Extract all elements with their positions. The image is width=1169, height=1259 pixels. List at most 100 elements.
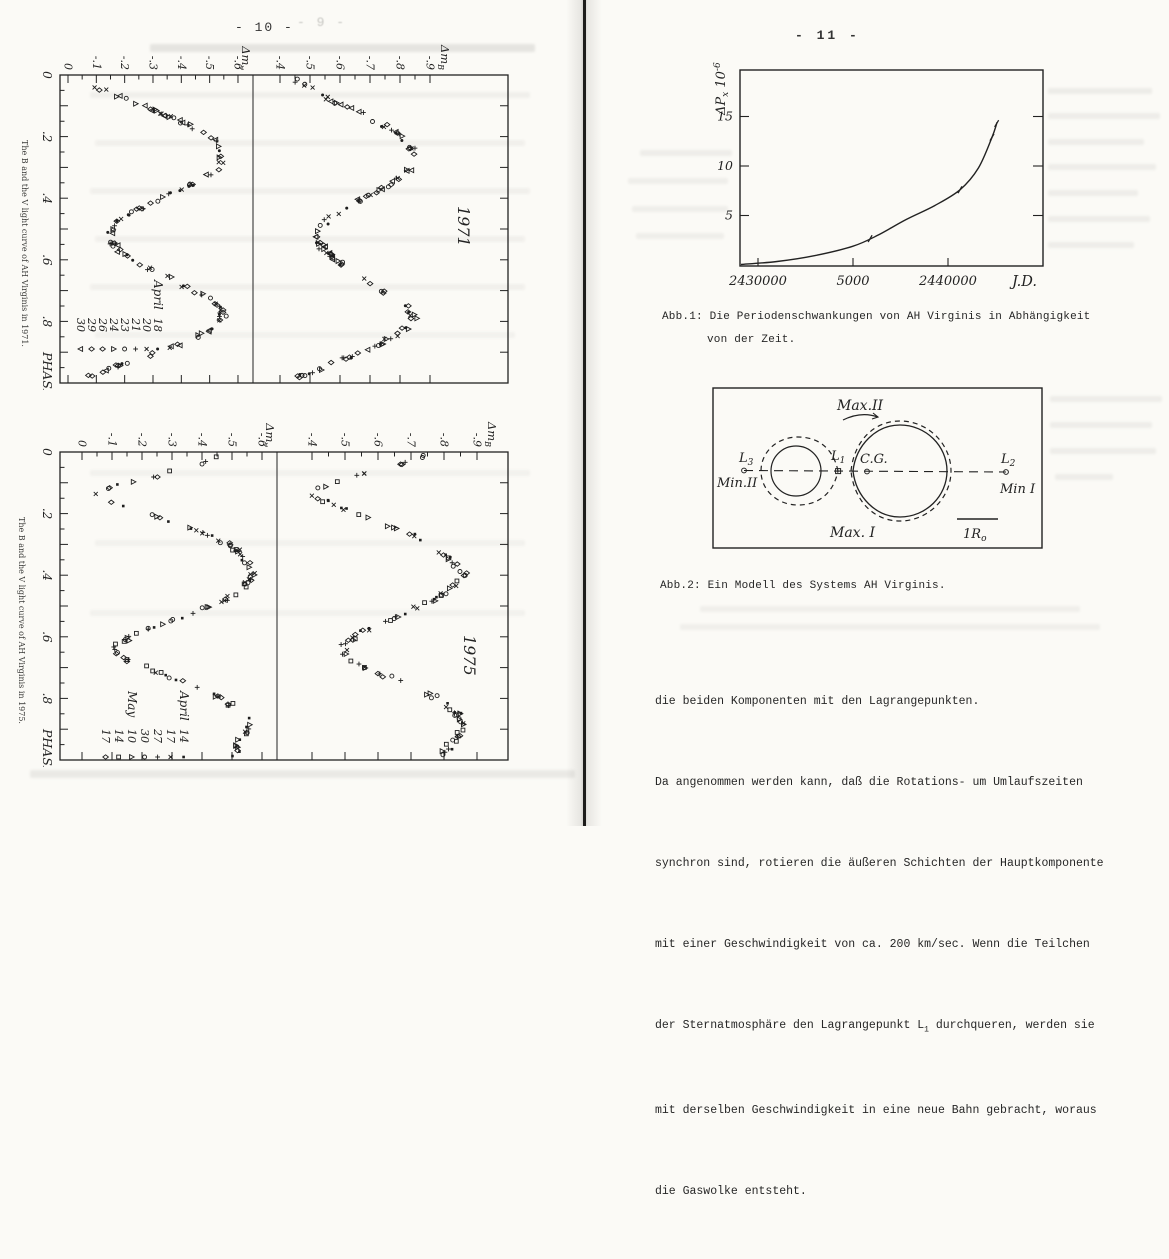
plot-frame bbox=[59, 74, 509, 384]
page-number-bleed: - 9 - bbox=[297, 15, 347, 30]
bleed-through-line bbox=[1055, 474, 1113, 480]
svg-text:20: 20 bbox=[140, 317, 153, 332]
bleed-through-line bbox=[700, 606, 1080, 612]
center-axis-dashed-line bbox=[743, 469, 1007, 473]
rotation-arrowhead bbox=[871, 412, 880, 420]
paragraph-line: die Gaswolke entsteht. bbox=[655, 1185, 807, 1199]
svg-text:J.D.: J.D. bbox=[1009, 274, 1037, 290]
abb2-caption: Abb.2: Ein Modell des Systems AH Virgini… bbox=[660, 580, 946, 592]
svg-text:10: 10 bbox=[125, 729, 138, 743]
scatter-points bbox=[84, 76, 421, 381]
svg-text:29: 29 bbox=[85, 317, 98, 332]
paragraph-line: die beiden Komponenten mit den Lagrangep… bbox=[655, 695, 980, 708]
svg-text:-.5: -.5 bbox=[339, 433, 352, 447]
svg-text:.4: .4 bbox=[40, 192, 54, 203]
diagram-frame bbox=[712, 387, 1043, 549]
l1-label: L1 bbox=[830, 449, 845, 466]
svg-text:15: 15 bbox=[717, 109, 733, 124]
svg-text:0: 0 bbox=[40, 71, 54, 79]
svg-text:-.4: -.4 bbox=[274, 56, 287, 70]
svg-text:27: 27 bbox=[151, 728, 164, 743]
y-axis-label: ΔPx 10-6 bbox=[713, 62, 731, 116]
bleed-through-line bbox=[1050, 448, 1156, 454]
svg-text:-.5: -.5 bbox=[203, 56, 216, 70]
svg-text:17: 17 bbox=[99, 729, 112, 743]
paragraph-line: mit derselben Geschwindigkeit in eine ne… bbox=[655, 1104, 1097, 1118]
bleed-through-line bbox=[1050, 422, 1152, 428]
paragraph-line: mit einer Geschwindigkeit von ca. 200 km… bbox=[655, 938, 1090, 951]
axis-ticks bbox=[740, 115, 1043, 266]
svg-text:Δmv: Δmv bbox=[261, 422, 277, 447]
abb1-caption-line2: von der Zeit. bbox=[707, 334, 796, 346]
svg-text:-.2: -.2 bbox=[118, 56, 131, 70]
l1-point-marker bbox=[835, 468, 842, 475]
svg-text:-.5: -.5 bbox=[304, 56, 317, 70]
svg-text:The B and the V light curve of: The B and the V light curve of AH Virgin… bbox=[17, 517, 26, 724]
l2-point-marker bbox=[1003, 469, 1009, 475]
svg-text:30: 30 bbox=[74, 318, 87, 332]
data-point-marker bbox=[994, 119, 1000, 128]
svg-text:-.5: -.5 bbox=[226, 433, 239, 447]
svg-text:18: 18 bbox=[151, 318, 164, 332]
svg-text:.4: .4 bbox=[40, 569, 54, 580]
center-of-gravity-marker bbox=[864, 468, 870, 475]
min2-label: Min.II bbox=[716, 476, 758, 491]
plot-frame bbox=[739, 69, 1044, 267]
l3-label: L3 bbox=[738, 451, 754, 468]
svg-text:21: 21 bbox=[129, 317, 142, 332]
figure-binary-model-diagram: Max.II Max. I Min.II Min I C.G. L3 L1 L2… bbox=[712, 387, 1043, 549]
svg-text:2430000: 2430000 bbox=[728, 274, 787, 289]
svg-text:5: 5 bbox=[725, 208, 733, 223]
max1-label: Max. I bbox=[829, 525, 875, 541]
rotated-figure-inner: 0 -.1 -.2 -.3 -.4 -.5 -.6 -.4 -.5 -.6 -.7 -.8 -.9 Δmv… bbox=[0, 30, 516, 398]
axis-ticks bbox=[60, 75, 508, 383]
min1-label: Min I bbox=[999, 482, 1036, 497]
paragraph-line: synchron sind, rotieren die äußeren Schi… bbox=[655, 857, 1104, 870]
page-number-left: - 10 - bbox=[235, 20, 294, 35]
scale-bar-label: 1Ro bbox=[963, 527, 987, 544]
svg-text:-.3: -.3 bbox=[146, 56, 159, 70]
svg-text:.6: .6 bbox=[40, 631, 54, 643]
max2-label: Max.II bbox=[836, 398, 884, 414]
book-gutter bbox=[583, 0, 586, 826]
svg-text:14: 14 bbox=[112, 729, 125, 743]
bleed-through-line bbox=[30, 770, 575, 778]
secondary-star-circle bbox=[770, 445, 822, 497]
l3-point-marker bbox=[741, 467, 747, 474]
svg-text:-.6: -.6 bbox=[372, 433, 385, 447]
svg-text:.8: .8 bbox=[40, 316, 54, 328]
svg-text:-.1: -.1 bbox=[106, 433, 119, 447]
figure-lightcurve-1971: 0 -.1 -.2 -.3 -.4 -.5 -.6 -.4 -.5 -.6 -.7 -.8 -.9 Δmv… bbox=[0, 30, 516, 398]
svg-text:The B and the V light curve of: The B and the V light curve of AH Virgin… bbox=[20, 140, 29, 347]
svg-text:-.8: -.8 bbox=[438, 433, 451, 447]
svg-text:Δmv: Δmv bbox=[237, 45, 253, 70]
svg-text:2440000: 2440000 bbox=[918, 274, 977, 289]
svg-text:5000: 5000 bbox=[836, 274, 869, 289]
svg-text:-.2: -.2 bbox=[136, 433, 149, 447]
axis-ticks bbox=[60, 452, 508, 760]
rotated-figure-inner: 0 -.1 -.2 -.3 -.4 -.5 -.6 -.4 -.5 -.6 -.7 -.8 -.9 Δmv… bbox=[0, 407, 516, 775]
l2-label: L2 bbox=[1000, 452, 1016, 469]
svg-text:-.9: -.9 bbox=[471, 433, 484, 447]
center-of-gravity-label: C.G. bbox=[860, 452, 888, 467]
svg-text:17: 17 bbox=[164, 729, 177, 743]
paragraph-line: der Sternatmosphäre den Lagrangepunkt L1… bbox=[655, 1019, 1095, 1035]
svg-text:.2: .2 bbox=[40, 508, 54, 519]
svg-text:1975: 1975 bbox=[460, 635, 479, 676]
primary-star-outline bbox=[852, 424, 948, 518]
svg-text:-.8: -.8 bbox=[394, 56, 407, 70]
figure-lightcurve-1975: 0 -.1 -.2 -.3 -.4 -.5 -.6 -.4 -.5 -.6 -.7 -.8 -.9 Δmv… bbox=[0, 407, 516, 775]
bleed-through-line bbox=[1050, 396, 1162, 402]
data-point-marker bbox=[867, 234, 873, 243]
svg-text:PHASE: PHASE bbox=[40, 728, 55, 767]
body-paragraph: die beiden Komponenten mit den Lagrangep… bbox=[655, 634, 1160, 1259]
svg-text:1971: 1971 bbox=[454, 206, 473, 247]
svg-text:.2: .2 bbox=[40, 131, 54, 142]
data-point-marker bbox=[989, 133, 995, 142]
bleed-through-line bbox=[680, 624, 1100, 630]
page-number-right: - 11 - bbox=[795, 28, 860, 43]
paragraph-line: Da angenommen werden kann, daß die Rotat… bbox=[655, 776, 1083, 789]
period-change-curve bbox=[740, 122, 998, 266]
svg-text:-.4: -.4 bbox=[196, 433, 209, 447]
svg-text:May: May bbox=[125, 690, 139, 717]
